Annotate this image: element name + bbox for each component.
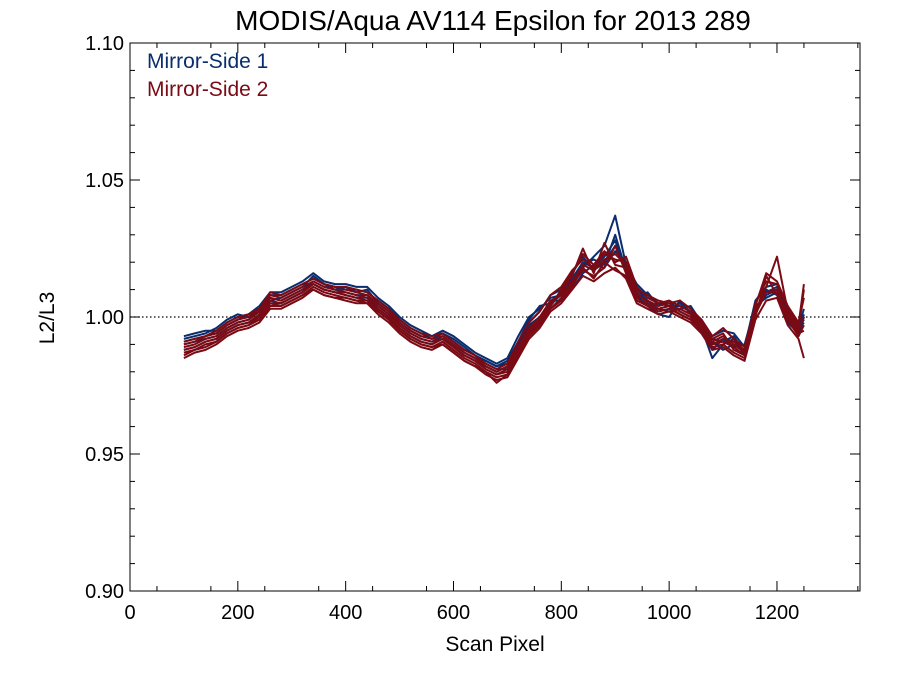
x-tick-label: 200 — [221, 602, 254, 624]
x-tick-label: 400 — [329, 602, 362, 624]
y-tick-label: 0.90 — [85, 581, 124, 603]
series-line-mirror-side-2-11 — [183, 242, 805, 376]
legend-item-mirror-side-1: Mirror-Side 1 — [147, 50, 268, 73]
series-line-mirror-side-2-12 — [183, 261, 805, 384]
x-tick-label: 800 — [545, 602, 578, 624]
x-tick-label: 0 — [124, 602, 135, 624]
legend-item-mirror-side-2: Mirror-Side 2 — [147, 78, 268, 101]
y-tick-label: 1.10 — [85, 33, 124, 55]
y-axis: 0.90 0.95 1.00 1.05 1.10 — [85, 33, 860, 603]
legend: Mirror-Side 1 Mirror-Side 2 — [147, 50, 268, 101]
series-line-mirror-side-2-10 — [183, 253, 805, 371]
x-tick-label: 600 — [437, 602, 470, 624]
x-axis: 0 200 400 600 800 1000 1200 — [124, 43, 859, 624]
y-tick-label: 1.05 — [85, 170, 124, 192]
y-tick-label: 1.00 — [85, 307, 124, 329]
x-tick-label: 1200 — [755, 602, 800, 624]
y-tick-label: 0.95 — [85, 444, 124, 466]
series-line-mirror-side-2-9 — [183, 266, 805, 381]
y-axis-label: L2/L3 — [36, 292, 59, 345]
series-group — [183, 214, 805, 384]
chart-title: MODIS/Aqua AV114 Epsilon for 2013 289 — [235, 5, 751, 36]
series-line-mirror-side-2-8 — [183, 244, 805, 379]
x-tick-label: 1000 — [647, 602, 692, 624]
plot-area — [129, 42, 861, 592]
x-axis-label: Scan Pixel — [445, 633, 544, 656]
